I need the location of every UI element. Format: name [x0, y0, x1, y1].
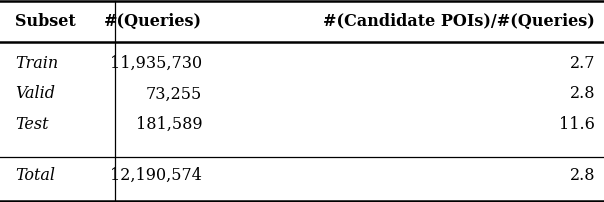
Text: 181,589: 181,589 — [136, 116, 202, 133]
Text: 11,935,730: 11,935,730 — [110, 55, 202, 72]
Text: 2.8: 2.8 — [570, 167, 595, 184]
Text: Valid: Valid — [15, 85, 55, 102]
Text: 2.7: 2.7 — [570, 55, 595, 72]
Text: 12,190,574: 12,190,574 — [111, 167, 202, 184]
Text: Total: Total — [15, 167, 55, 184]
Text: Test: Test — [15, 116, 48, 133]
Text: 11.6: 11.6 — [559, 116, 595, 133]
Text: #(Candidate POIs)/#(Queries): #(Candidate POIs)/#(Queries) — [323, 13, 595, 30]
Text: #(Queries): #(Queries) — [104, 13, 202, 30]
Text: 2.8: 2.8 — [570, 85, 595, 102]
Text: Subset: Subset — [15, 13, 76, 30]
Text: 73,255: 73,255 — [146, 85, 202, 102]
Text: Train: Train — [15, 55, 58, 72]
